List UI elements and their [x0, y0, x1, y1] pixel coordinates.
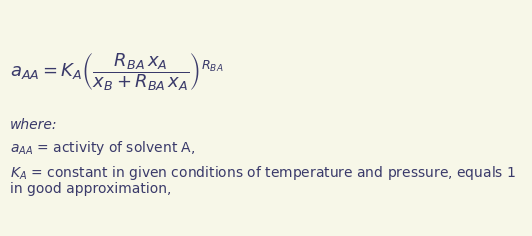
Text: $K_A$ = constant in given conditions of temperature and pressure, equals 1: $K_A$ = constant in given conditions of … [10, 164, 516, 182]
Text: $a_{AA} = K_A\left(\dfrac{R_{BA}\,x_A}{x_B + R_{BA}\,x_A}\right)^{R_{BA}}$: $a_{AA} = K_A\left(\dfrac{R_{BA}\,x_A}{x… [10, 51, 223, 93]
Text: where:: where: [10, 118, 57, 132]
Text: $a_{AA}$ = activity of solvent A,: $a_{AA}$ = activity of solvent A, [10, 139, 195, 157]
Text: in good approximation,: in good approximation, [10, 182, 171, 196]
